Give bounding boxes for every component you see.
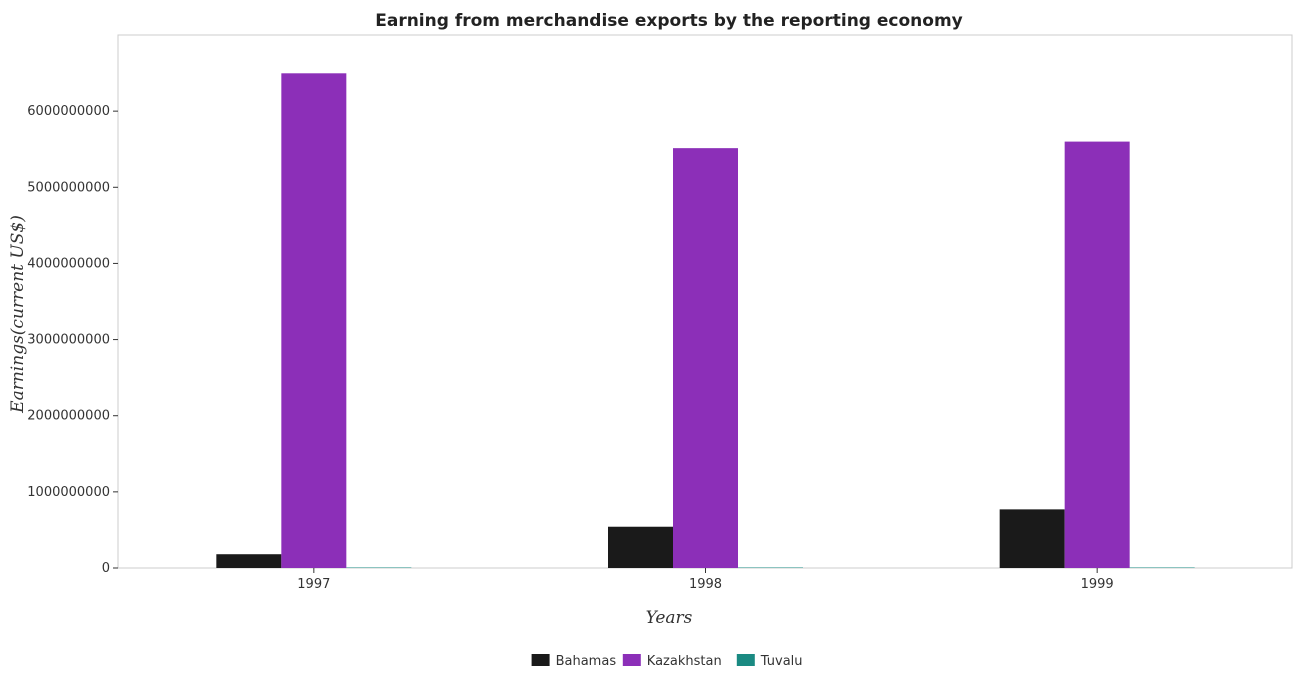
legend: Bahamas Kazakhstan Tuvalu <box>531 654 803 669</box>
y-tick-label: 1000000000 <box>27 485 110 500</box>
plot-area: 0 1000000000 2000000000 3000000000 400000000… <box>27 34 1293 592</box>
legend-label-kazakhstan: Kazakhstan <box>647 654 722 669</box>
y-tick-label: 2000000000 <box>27 409 110 424</box>
y-tick-label: 0 <box>102 561 110 576</box>
bar-kazakhstan-1999 <box>1064 141 1130 568</box>
x-tick-label: 1999 <box>1081 577 1114 592</box>
bar-tuvalu-1999 <box>1129 567 1195 568</box>
bar-tuvalu-1997 <box>346 567 412 568</box>
legend-label-tuvalu: Tuvalu <box>760 654 803 669</box>
bar-tuvalu-1998 <box>738 567 803 568</box>
x-tick-label: 1997 <box>297 577 330 592</box>
bar-bahamas-1998 <box>608 526 673 568</box>
legend-swatch-kazakhstan <box>622 654 641 666</box>
legend-label-bahamas: Bahamas <box>556 654 617 669</box>
bar-bahamas-1997 <box>216 554 282 568</box>
chart-title: Earning from merchandise exports by the … <box>375 11 963 31</box>
y-tick-label: 6000000000 <box>27 104 110 119</box>
x-tick-label: 1998 <box>689 577 722 592</box>
bar-kazakhstan-1998 <box>673 148 738 568</box>
y-tick-label: 5000000000 <box>27 180 110 195</box>
legend-swatch-tuvalu <box>736 654 755 666</box>
y-axis-label: Earnings(current US$) <box>8 215 28 414</box>
y-tick-label: 4000000000 <box>27 256 110 271</box>
legend-swatch-bahamas <box>531 654 550 666</box>
x-axis-label: Years <box>646 608 693 628</box>
bar-kazakhstan-1997 <box>281 73 347 568</box>
bar-bahamas-1999 <box>999 509 1065 568</box>
y-tick-label: 3000000000 <box>27 333 110 348</box>
